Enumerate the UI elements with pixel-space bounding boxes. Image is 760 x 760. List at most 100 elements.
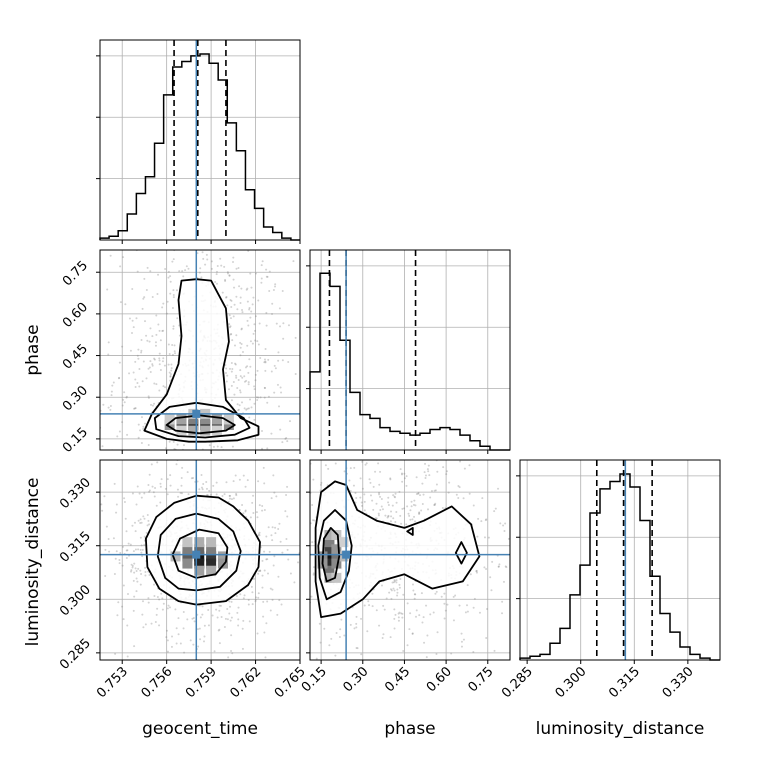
panel-content bbox=[100, 250, 303, 503]
sample-point bbox=[272, 564, 275, 567]
sample-point bbox=[291, 558, 293, 560]
sample-point bbox=[236, 501, 238, 503]
sample-point bbox=[263, 631, 266, 634]
sample-point bbox=[235, 492, 238, 495]
sample-point bbox=[361, 487, 364, 490]
sample-point bbox=[261, 447, 264, 450]
sample-point bbox=[215, 493, 218, 496]
sample-point bbox=[149, 270, 152, 273]
sample-point bbox=[366, 630, 369, 633]
sample-point bbox=[260, 281, 263, 284]
sample-point bbox=[155, 383, 158, 386]
sample-point bbox=[459, 460, 462, 463]
sample-point bbox=[466, 584, 469, 587]
sample-point bbox=[265, 546, 267, 548]
sample-point bbox=[270, 665, 272, 667]
sample-point bbox=[192, 452, 194, 454]
sample-point bbox=[265, 275, 268, 278]
sample-point bbox=[290, 605, 292, 607]
sample-point bbox=[263, 396, 266, 399]
sample-point bbox=[406, 505, 409, 508]
sample-point bbox=[190, 453, 192, 455]
sample-point bbox=[214, 468, 216, 470]
sample-point bbox=[241, 609, 243, 611]
sample-point bbox=[227, 388, 230, 391]
sample-point bbox=[399, 514, 402, 517]
sample-point bbox=[229, 299, 232, 302]
sample-point bbox=[292, 606, 294, 608]
sample-point bbox=[130, 563, 133, 566]
sample-point bbox=[246, 407, 249, 410]
sample-point bbox=[180, 484, 183, 487]
sample-point bbox=[288, 581, 290, 583]
sample-point bbox=[269, 587, 272, 590]
sample-point bbox=[410, 505, 413, 508]
sample-point bbox=[168, 353, 171, 356]
sample-point bbox=[151, 363, 154, 366]
sample-point bbox=[139, 518, 142, 521]
sample-point bbox=[387, 501, 390, 504]
density-cell bbox=[170, 551, 181, 562]
sample-point bbox=[399, 578, 402, 581]
sample-point bbox=[267, 514, 269, 516]
sample-point bbox=[253, 388, 256, 391]
sample-point bbox=[241, 401, 244, 404]
sample-point bbox=[440, 595, 443, 598]
sample-point bbox=[301, 354, 303, 356]
sample-point bbox=[274, 285, 277, 288]
sample-point bbox=[228, 494, 231, 497]
sample-point bbox=[147, 519, 150, 522]
sample-point bbox=[400, 522, 403, 525]
sample-point bbox=[227, 272, 230, 275]
sample-point bbox=[224, 278, 227, 281]
sample-point bbox=[263, 386, 266, 389]
sample-point bbox=[74, 630, 76, 632]
sample-point bbox=[168, 440, 171, 443]
xtick-label-phase-4: 0.75 bbox=[466, 664, 497, 695]
sample-point bbox=[318, 622, 321, 625]
sample-point bbox=[240, 456, 242, 458]
sample-point bbox=[142, 427, 145, 430]
sample-point bbox=[229, 619, 232, 622]
sample-point bbox=[235, 594, 238, 597]
density-cell bbox=[223, 414, 234, 425]
sample-point bbox=[378, 491, 381, 494]
sample-point bbox=[247, 324, 250, 327]
sample-point bbox=[158, 624, 161, 627]
sample-point bbox=[146, 266, 149, 269]
sample-point bbox=[135, 317, 138, 320]
sample-point bbox=[114, 652, 117, 655]
sample-point bbox=[386, 675, 388, 677]
sample-point bbox=[204, 461, 206, 463]
sample-point bbox=[312, 572, 315, 575]
sample-point bbox=[240, 328, 243, 331]
sample-point bbox=[242, 597, 245, 600]
sample-point bbox=[121, 564, 124, 567]
sample-point bbox=[126, 655, 129, 658]
sample-point bbox=[243, 407, 246, 410]
sample-point bbox=[276, 383, 279, 386]
sample-point bbox=[278, 307, 281, 310]
sample-point bbox=[155, 613, 158, 616]
sample-point bbox=[382, 604, 385, 607]
sample-point bbox=[158, 352, 161, 355]
sample-point bbox=[466, 604, 469, 607]
sample-point bbox=[250, 585, 253, 588]
sample-point bbox=[178, 334, 181, 337]
sample-point bbox=[433, 504, 436, 507]
sample-point bbox=[144, 566, 147, 569]
sample-point bbox=[154, 344, 157, 347]
sample-point bbox=[501, 612, 504, 615]
sample-point bbox=[450, 652, 453, 655]
sample-point bbox=[137, 548, 140, 551]
density-cell bbox=[324, 530, 335, 540]
hist-panel-luminosity-distance bbox=[516, 459, 721, 664]
sample-point bbox=[261, 430, 264, 433]
sample-point bbox=[140, 544, 143, 547]
sample-point bbox=[236, 386, 239, 389]
truth-marker bbox=[342, 550, 351, 559]
contour-island-1 bbox=[454, 541, 468, 565]
sample-point bbox=[134, 530, 137, 533]
sample-point bbox=[122, 584, 125, 587]
sample-point bbox=[278, 522, 281, 525]
